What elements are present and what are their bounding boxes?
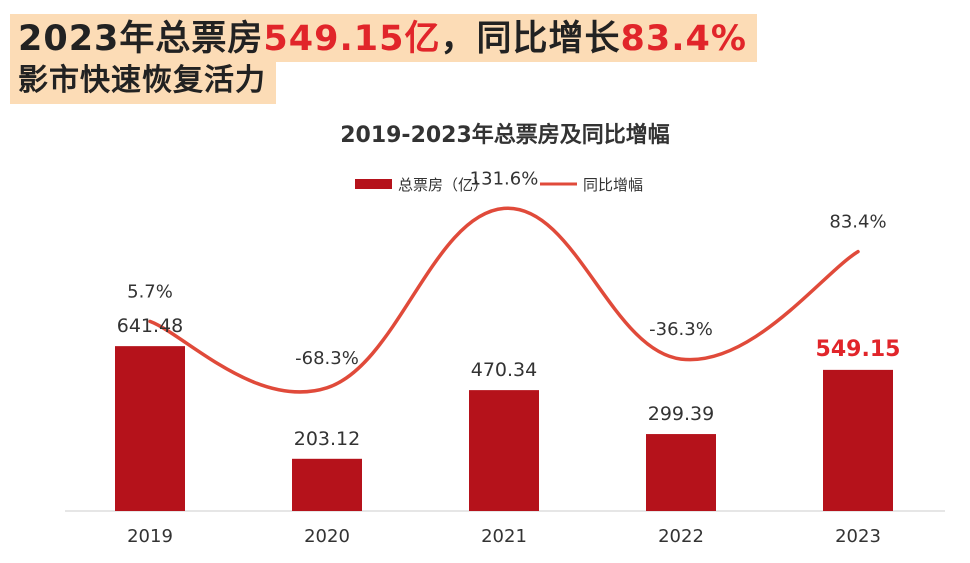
headline-growth-value: 83.4% xyxy=(620,19,747,59)
bar-2019 xyxy=(115,346,185,511)
headline-text-1: 2023年总票房 xyxy=(18,19,264,59)
headline-text-2: ，同比增长 xyxy=(440,19,621,59)
bar-value-label: 299.39 xyxy=(648,403,714,425)
x-tick-label: 2023 xyxy=(835,526,881,547)
legend-label-line: 同比增幅 xyxy=(583,176,643,194)
x-tick-label: 2019 xyxy=(127,526,173,547)
bar-2023 xyxy=(823,369,893,511)
bar-2022 xyxy=(646,434,716,511)
growth-value-label: 5.7% xyxy=(127,281,173,302)
growth-value-label: 131.6% xyxy=(470,168,539,189)
growth-value-label: -36.3% xyxy=(649,319,713,340)
bar-value-label: 203.12 xyxy=(294,428,360,450)
growth-value-label: -68.3% xyxy=(295,348,359,369)
bar-value-label: 470.34 xyxy=(471,359,537,381)
x-tick-label: 2022 xyxy=(658,526,704,547)
headline: 2023年总票房549.15亿，同比增长83.4% xyxy=(10,14,757,62)
bar-value-label: 549.15 xyxy=(816,337,901,362)
growth-value-label: 83.4% xyxy=(829,212,886,233)
bar-value-label: 641.48 xyxy=(117,315,183,337)
x-tick-label: 2020 xyxy=(304,526,350,547)
chart-title: 2019-2023年总票房及同比增幅 xyxy=(340,122,670,148)
bar-2020 xyxy=(292,458,362,511)
legend-label-bar: 总票房（亿） xyxy=(398,176,488,194)
bar-2021 xyxy=(469,390,539,511)
chart-legend: 总票房（亿） 同比增幅 xyxy=(355,176,643,194)
x-tick-label: 2021 xyxy=(481,526,527,547)
headline-box-office-value: 549.15亿 xyxy=(263,19,441,59)
headline-subtitle: 影市快速恢复活力 xyxy=(10,60,276,104)
growth-line xyxy=(148,206,860,394)
legend-swatch-bar xyxy=(355,179,392,189)
